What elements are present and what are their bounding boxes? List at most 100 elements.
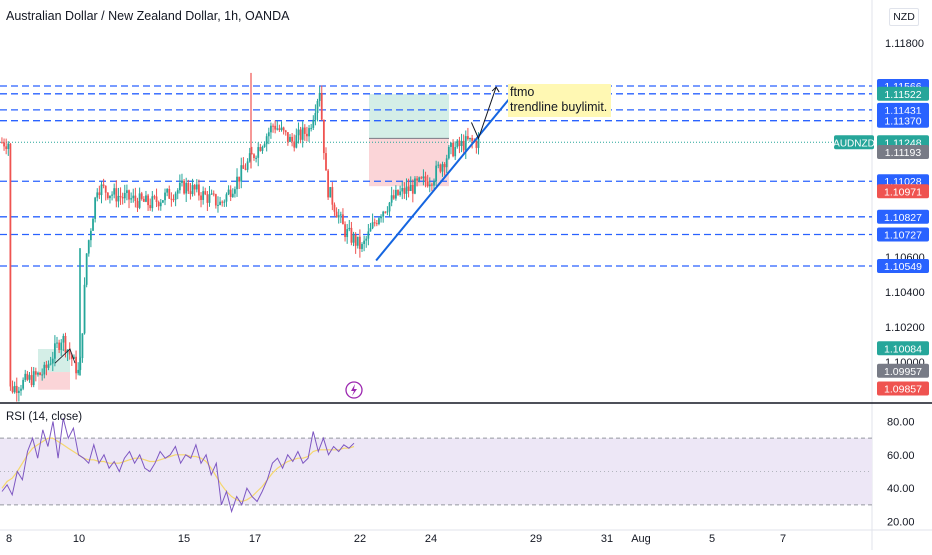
- candle-body: [5, 146, 8, 149]
- candle-body: [378, 218, 380, 224]
- candle-body: [83, 284, 86, 334]
- price-label: 1.10827: [877, 209, 929, 224]
- candle-body: [49, 363, 52, 365]
- rsi-tick-label: 60.00: [887, 450, 915, 462]
- price-label-box: [877, 363, 929, 378]
- candle-body: [223, 201, 226, 203]
- candle-body: [380, 216, 382, 219]
- candle-body: [26, 373, 29, 380]
- annotation-note[interactable]: ftmo trendline buylimit.: [508, 84, 612, 117]
- candle-body: [15, 385, 18, 393]
- rsi-line: [1, 418, 355, 514]
- candle-body: [263, 144, 266, 147]
- candle-body: [185, 182, 188, 194]
- candle-body: [70, 354, 73, 359]
- candle-body: [30, 375, 33, 386]
- candle-body: [159, 202, 162, 207]
- candle-body: [94, 197, 97, 219]
- candle-body: [142, 198, 145, 202]
- candle-body: [81, 333, 84, 359]
- candle-body: [274, 125, 277, 130]
- candle-body: [191, 185, 194, 195]
- candle-body: [242, 165, 245, 169]
- candle-body: [73, 356, 75, 359]
- price-label: 1.11193: [877, 145, 929, 160]
- candle-body: [443, 164, 446, 168]
- time-tick-label: 17: [249, 533, 261, 545]
- candle-body: [51, 358, 54, 364]
- candle-body: [32, 371, 35, 386]
- candle-body: [284, 130, 287, 133]
- arrow-head: [491, 86, 500, 93]
- candle-body: [3, 142, 5, 147]
- candle-body: [98, 192, 101, 196]
- candle-body: [462, 140, 465, 151]
- candle-body: [130, 198, 133, 200]
- candle-body: [411, 185, 414, 194]
- price-label: 1.10727: [877, 227, 929, 242]
- candle-body: [7, 143, 10, 149]
- candle-body: [352, 234, 355, 243]
- currency-selector[interactable]: NZD: [889, 8, 919, 26]
- candle-body: [41, 374, 44, 376]
- candle-body: [308, 128, 310, 137]
- time-tick-label: 8: [6, 533, 12, 545]
- candle-body: [354, 234, 357, 246]
- candle-body: [322, 119, 325, 154]
- candle-body: [337, 215, 340, 218]
- price-label-box: [877, 341, 929, 356]
- candle-body: [386, 211, 389, 213]
- candle-body: [128, 190, 130, 200]
- candle-body: [316, 100, 319, 114]
- candle-body: [219, 201, 221, 205]
- price-label-box: [877, 184, 929, 199]
- candle-body: [189, 191, 192, 195]
- candle-body: [265, 136, 268, 145]
- candle-body: [11, 386, 14, 393]
- candle-body: [28, 375, 31, 380]
- time-tick-label: 29: [530, 533, 542, 545]
- candle-body: [174, 193, 177, 200]
- candle-body: [409, 185, 412, 192]
- price-label: 1.10084: [877, 341, 929, 356]
- candle-body: [56, 342, 58, 344]
- candle-body: [314, 113, 317, 120]
- candle-body: [225, 194, 228, 202]
- candle-body: [115, 188, 118, 202]
- candle-body: [253, 154, 255, 159]
- candle-body: [261, 146, 264, 151]
- price-label: 1.10549: [877, 259, 929, 273]
- candle-body: [126, 190, 128, 193]
- candle-body: [195, 184, 198, 190]
- candle-body: [460, 140, 463, 147]
- symbol-tag-text: AUDNZD: [833, 138, 875, 149]
- candle-body: [53, 343, 56, 359]
- candle-body: [420, 177, 423, 179]
- candle-body: [312, 119, 315, 128]
- candle-body: [153, 196, 156, 198]
- candle-body: [320, 92, 323, 120]
- candle-body: [106, 192, 109, 199]
- candle-body: [280, 127, 283, 130]
- candle-body: [227, 189, 230, 195]
- horizontal-lines: [0, 85, 872, 267]
- candle-body: [75, 356, 77, 374]
- candle-body: [206, 194, 209, 203]
- price-labels: 1.115661.115221.114311.113701.11248AUDNZ…: [833, 79, 929, 396]
- price-label-text: 1.09857: [884, 383, 922, 395]
- candle-body: [329, 187, 332, 198]
- candle-body: [24, 373, 27, 380]
- candle-body: [394, 189, 397, 199]
- candle-body: [422, 176, 425, 179]
- candle-body: [439, 164, 442, 172]
- candle-body: [272, 125, 274, 127]
- candle-body: [306, 133, 308, 137]
- candle-body: [382, 211, 385, 217]
- candle-body: [257, 147, 260, 158]
- candle-body: [424, 176, 427, 182]
- candle-body: [445, 158, 448, 168]
- candle-body: [467, 136, 469, 140]
- candle-body: [356, 236, 359, 246]
